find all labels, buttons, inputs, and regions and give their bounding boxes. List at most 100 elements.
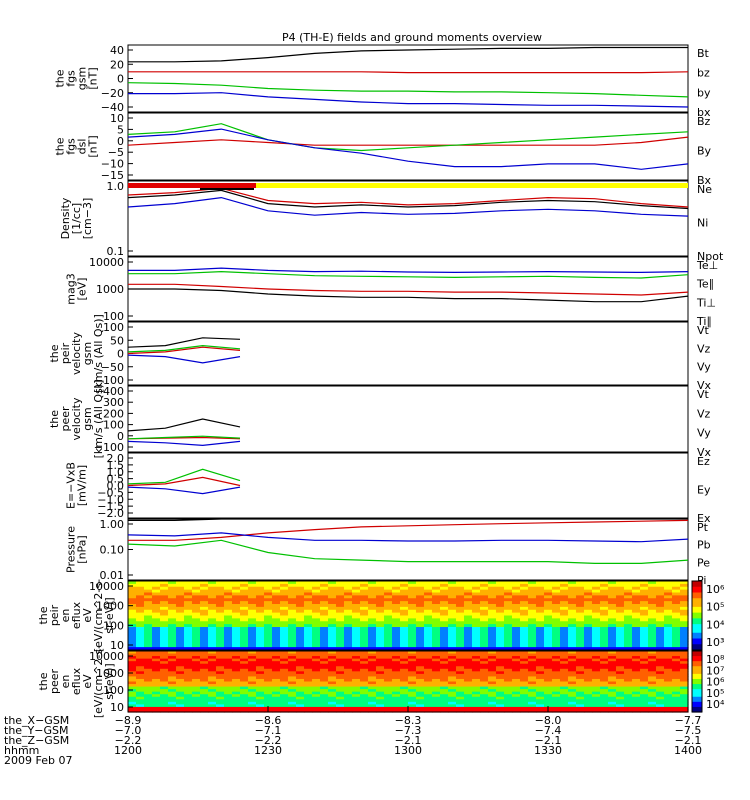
heatmap-cell [528,651,537,655]
heatmap-cell [504,624,513,628]
heatmap-cell [128,624,137,628]
heatmap-cell [432,627,441,631]
heatmap-cell [376,595,385,599]
heatmap-cell [128,678,137,683]
heatmap-cell [336,694,345,698]
heatmap-cell [448,681,457,685]
heatmap-cell [552,676,561,680]
heatmap-cell [424,689,433,693]
heatmap-cell [616,694,625,698]
heatmap-cell [552,651,561,655]
heatmap-cell [432,618,441,622]
heatmap-cell [392,668,401,672]
heatmap-cell [496,701,505,705]
heatmap-cell [160,663,169,667]
heatmap-cell [328,684,337,688]
heatmap-cell [368,681,377,685]
heatmap-cell [328,583,337,588]
colorbar-cell [692,681,702,685]
heatmap-cell [144,696,153,700]
heatmap-cell [664,691,673,695]
heatmap-cell [344,691,353,695]
heatmap-cell [368,609,377,614]
heatmap-cell [296,632,305,637]
heatmap-cell [336,658,345,662]
heatmap-cell [408,629,417,634]
heatmap-cell [128,615,137,619]
heatmap-cell [616,635,625,640]
heatmap-cell [624,618,633,622]
heatmap-cell [648,583,657,588]
heatmap-cell [576,644,585,648]
heatmap-cell [536,592,545,596]
heatmap-cell [192,656,201,660]
heatmap-cell [320,598,329,602]
heatmap-cell [288,598,297,602]
heatmap-cell [664,595,673,599]
colorbar-cell [692,589,702,594]
heatmap-cell [320,624,329,628]
heatmap-cell [456,618,465,622]
heatmap-cell [376,638,385,642]
heatmap-cell [288,606,297,611]
heatmap-cell [640,635,649,640]
heatmap-cell [128,653,137,657]
heatmap-cell [192,689,201,693]
heatmap-cell [288,673,297,678]
heatmap-cell [248,694,257,698]
heatmap-cell [344,704,353,708]
heatmap-cell [600,668,609,672]
heatmap-cell [440,647,449,651]
heatmap-cell [160,651,169,655]
heatmap-cell [288,706,297,711]
heatmap-cell [368,586,377,591]
heatmap-cell [600,621,609,625]
heatmap-cell [384,704,393,708]
heatmap-cell [216,627,225,631]
heatmap-cell [336,595,345,599]
heatmap-cell [296,704,305,708]
heatmap-cell [408,696,417,700]
heatmap-cell [528,635,537,640]
heatmap-cell [360,668,369,672]
heatmap-cell [224,671,233,675]
heatmap-cell [352,709,361,713]
heatmap-cell [312,689,321,693]
heatmap-cell [216,604,225,608]
heatmap-cell [160,589,169,594]
heatmap-cell [336,656,345,660]
heatmap-cell [280,709,289,713]
heatmap-cell [152,671,161,675]
heatmap-cell [672,673,681,678]
heatmap-cell [544,629,553,634]
heatmap-cell [192,583,201,588]
y-axis-label-line: sr-eV)] [103,597,116,633]
heatmap-cell [552,671,561,675]
heatmap-cell [368,671,377,675]
heatmap-cell [376,606,385,611]
heatmap-cell [512,606,521,611]
heatmap-cell [424,624,433,628]
heatmap-cell [464,604,473,608]
heatmap-cell [456,678,465,683]
heatmap-cell [520,583,529,588]
heatmap-cell [600,581,609,585]
heatmap-cell [352,624,361,628]
heatmap-cell [320,592,329,596]
heatmap-cell [296,604,305,608]
heatmap-cell [392,627,401,631]
heatmap-cell [208,612,217,617]
heatmap-cell [488,689,497,693]
heatmap-cell [304,671,313,675]
heatmap-cell [296,624,305,628]
heatmap-cell [416,589,425,594]
heatmap-cell [520,641,529,645]
heatmap-cell [496,651,505,655]
heatmap-cell [672,632,681,637]
heatmap-cell [264,609,273,614]
heatmap-cell [472,635,481,640]
heatmap-cell [136,609,145,614]
heatmap-cell [128,704,137,708]
heatmap-cell [648,635,657,640]
heatmap-cell [552,696,561,700]
